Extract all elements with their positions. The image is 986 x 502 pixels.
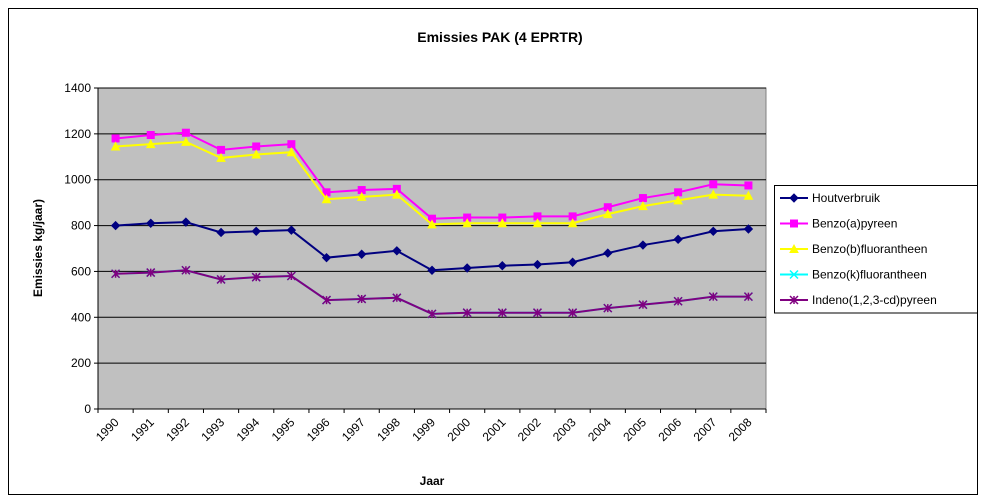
marker <box>790 219 798 228</box>
marker <box>251 272 261 282</box>
marker <box>110 141 121 151</box>
marker <box>789 295 799 305</box>
chart-title: Emissies PAK (4 EPRTR) <box>417 29 582 45</box>
marker <box>497 260 508 271</box>
y-tick-label: 1400 <box>64 81 91 95</box>
y-tick-label: 800 <box>71 219 91 233</box>
marker <box>497 308 507 318</box>
plot-area <box>97 87 767 410</box>
marker <box>216 152 226 162</box>
marker <box>146 268 156 278</box>
marker <box>638 240 648 250</box>
marker <box>743 190 754 200</box>
marker <box>603 303 613 313</box>
marker <box>743 292 753 302</box>
marker <box>252 142 261 151</box>
marker <box>111 134 120 143</box>
marker <box>673 195 683 205</box>
marker <box>217 145 226 154</box>
marker <box>181 265 191 275</box>
marker <box>321 295 332 305</box>
marker <box>789 193 799 203</box>
marker <box>427 309 437 319</box>
marker <box>708 226 718 237</box>
marker <box>392 246 402 256</box>
marker <box>356 249 367 259</box>
marker <box>427 265 437 275</box>
y-tick-label: 1200 <box>64 127 91 141</box>
legend-label: Houtverbruik <box>812 191 881 205</box>
marker <box>392 189 402 199</box>
marker <box>789 269 799 280</box>
marker <box>638 194 647 203</box>
y-tick-label: 1000 <box>64 173 91 187</box>
marker <box>251 226 261 237</box>
marker <box>462 218 472 228</box>
y-axis-title: Emissies kg/jaar) <box>31 199 45 297</box>
marker <box>673 234 683 245</box>
marker <box>674 188 683 197</box>
marker <box>568 308 578 318</box>
marker <box>110 220 121 231</box>
marker <box>567 257 578 267</box>
marker <box>708 189 719 199</box>
marker <box>216 227 226 238</box>
legend-label: Benzo(a)pyreen <box>812 217 897 231</box>
marker <box>286 225 297 235</box>
legend-label: Benzo(k)fluorantheen <box>812 268 927 282</box>
marker <box>638 201 648 211</box>
marker <box>603 248 613 258</box>
legend-box <box>774 185 978 314</box>
marker <box>532 218 543 228</box>
marker <box>427 219 437 229</box>
marker <box>462 263 472 273</box>
marker <box>251 149 262 159</box>
marker <box>708 292 718 302</box>
marker <box>216 274 226 284</box>
marker <box>181 128 190 137</box>
marker <box>532 259 543 270</box>
marker <box>743 224 754 234</box>
y-tick-label: 200 <box>71 356 91 370</box>
legend-label: Indeno(1,2,3-cd)pyreen <box>812 293 937 307</box>
marker <box>638 300 648 310</box>
marker <box>181 136 191 146</box>
legend-label: Benzo(b)fluorantheen <box>812 242 927 256</box>
y-tick-label: 0 <box>84 402 91 416</box>
marker <box>181 217 191 227</box>
marker <box>602 209 613 219</box>
marker <box>356 191 367 201</box>
marker <box>145 139 156 149</box>
marker <box>111 269 121 279</box>
marker <box>286 271 296 281</box>
marker <box>146 131 155 140</box>
marker <box>497 218 508 228</box>
marker <box>146 218 156 228</box>
marker <box>462 308 472 318</box>
marker <box>287 140 296 149</box>
marker <box>321 194 332 204</box>
marker <box>286 147 297 157</box>
marker <box>709 180 718 189</box>
marker <box>392 293 402 303</box>
marker <box>744 181 753 190</box>
y-tick-label: 400 <box>71 310 91 324</box>
marker <box>789 243 799 253</box>
marker <box>321 252 332 263</box>
marker <box>357 294 367 304</box>
marker <box>673 296 683 306</box>
x-axis-title: Jaar <box>420 474 445 488</box>
marker <box>532 308 543 318</box>
y-tick-label: 600 <box>71 264 91 278</box>
marker <box>567 218 578 228</box>
